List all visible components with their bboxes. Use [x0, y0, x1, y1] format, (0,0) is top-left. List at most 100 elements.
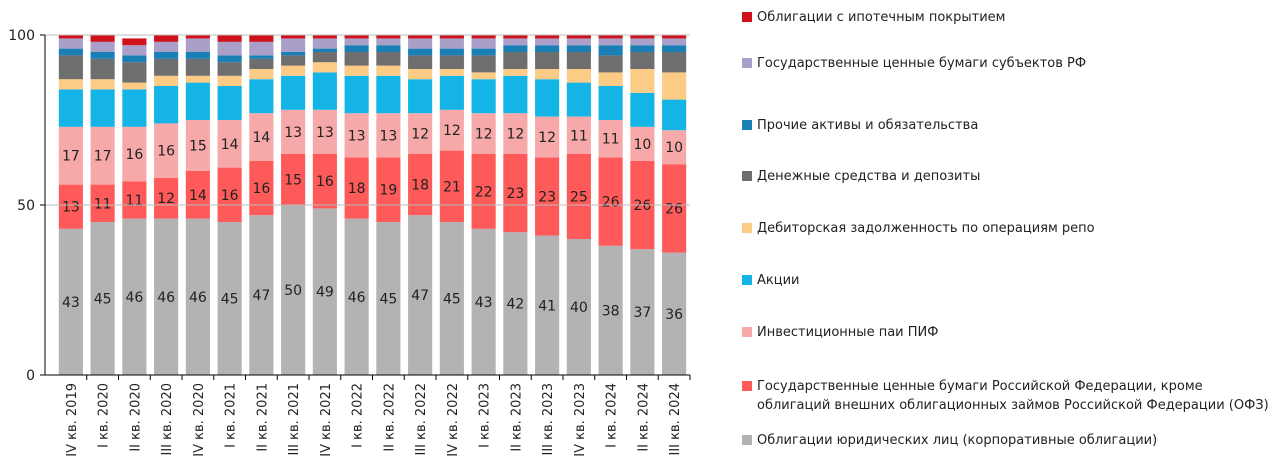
data-label: 45	[379, 292, 397, 308]
bar-segment	[598, 120, 623, 158]
bar-segment	[122, 89, 147, 127]
legend-item: Акции	[742, 271, 1272, 290]
bar-segment	[535, 157, 560, 236]
legend-item: Облигации с ипотечным покрытием	[742, 8, 1272, 27]
bar-segment	[154, 75, 179, 86]
bar-segment	[185, 171, 210, 219]
bar-segment	[566, 38, 591, 46]
bar-segment	[535, 79, 560, 117]
bar-segment	[471, 79, 496, 114]
legend-label: Акции	[757, 273, 800, 288]
bar-segment	[344, 113, 369, 158]
x-tick-label: I кв. 2020	[97, 383, 112, 448]
legend-swatch	[742, 327, 752, 337]
bar-segment	[217, 55, 242, 63]
bar-segment	[312, 208, 337, 375]
y-tick-label: 0	[26, 368, 35, 384]
data-label: 43	[475, 295, 493, 311]
bar-segment	[408, 69, 433, 80]
data-label: 25	[570, 190, 588, 206]
bar-segment	[566, 154, 591, 239]
bar-segment	[439, 109, 464, 151]
bar-segment	[535, 235, 560, 375]
bar-segment	[281, 205, 306, 375]
bar-segment	[90, 79, 115, 90]
bar-segment	[630, 92, 655, 127]
bar-segment	[503, 75, 528, 114]
bar-segment	[630, 35, 655, 39]
bar-segment	[312, 154, 337, 209]
bar-segment	[154, 35, 179, 42]
bar-segment	[471, 35, 496, 39]
bar-segment	[58, 38, 83, 49]
data-label: 16	[157, 144, 175, 160]
bar-segment	[344, 157, 369, 219]
bar-segment	[439, 48, 464, 56]
x-tick-label: II кв. 2024	[636, 383, 651, 452]
bar-segment	[598, 35, 623, 39]
bar-segment	[662, 45, 687, 52]
bar-segment	[566, 69, 591, 83]
bar-segment	[217, 62, 242, 76]
data-label: 10	[633, 137, 651, 153]
data-label: 50	[284, 283, 302, 299]
bar-segment	[58, 79, 83, 90]
bar-segment	[535, 38, 560, 46]
bar-segment	[376, 65, 401, 76]
legend-swatch	[742, 381, 752, 391]
bar-segment	[122, 126, 147, 182]
data-label: 49	[316, 285, 334, 301]
data-label: 41	[538, 298, 556, 314]
y-tick-label: 50	[17, 198, 35, 214]
bar-segment	[408, 215, 433, 375]
bar-segment	[439, 55, 464, 69]
legend-label: Дебиторская задолженность по операциям р…	[757, 221, 1095, 236]
bar-segment	[408, 55, 433, 69]
data-label: 47	[411, 288, 429, 304]
bar-segment	[566, 116, 591, 154]
bar-segment	[185, 52, 210, 59]
bar-segment	[630, 249, 655, 375]
bar-segment	[503, 52, 528, 69]
bar-segment	[566, 35, 591, 39]
bar-segment	[662, 252, 687, 375]
data-label: 37	[633, 305, 651, 321]
bar-segment	[503, 232, 528, 375]
data-label: 23	[506, 186, 524, 202]
bar-segment	[58, 48, 83, 56]
bar-segment	[630, 45, 655, 52]
legend-label: Государственные ценные бумаги субъектов …	[757, 56, 1087, 71]
bar-segment	[566, 45, 591, 52]
bar-segment	[535, 35, 560, 39]
bar-segment	[408, 35, 433, 39]
bar-segment	[90, 89, 115, 127]
bar-segment	[630, 38, 655, 46]
x-tick-label: IV кв. 2020	[192, 383, 207, 457]
bar-segment	[344, 38, 369, 46]
bar-segment	[344, 218, 369, 375]
bar-segment	[185, 75, 210, 83]
data-label: 10	[665, 140, 683, 156]
bar-segment	[249, 58, 274, 69]
x-tick-label: IV кв. 2022	[446, 383, 461, 457]
bar-segment	[376, 45, 401, 52]
bar-segment	[249, 113, 274, 161]
bar-segment	[376, 113, 401, 158]
bar-segment	[344, 65, 369, 76]
bar-segment	[503, 154, 528, 233]
bar-segment	[503, 38, 528, 46]
bar-segment	[249, 160, 274, 216]
legend-swatch	[742, 435, 752, 445]
data-label: 26	[602, 195, 620, 211]
bar-segment	[535, 69, 560, 80]
bar-segment	[376, 157, 401, 222]
bar-segment	[281, 38, 306, 52]
data-label: 16	[221, 188, 239, 204]
bar-segment	[122, 55, 147, 63]
bar-segment	[122, 45, 147, 56]
legend-swatch	[742, 275, 752, 285]
bar-segment	[281, 109, 306, 154]
bar-segment	[90, 52, 115, 59]
